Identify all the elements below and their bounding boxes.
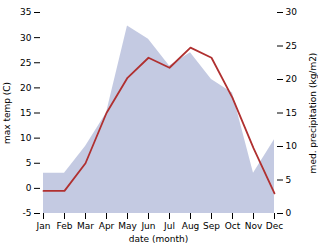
svg-text:Dec: Dec [266,221,283,231]
svg-text:Oct: Oct [225,221,241,231]
svg-text:10: 10 [20,133,32,143]
svg-text:0: 0 [286,208,292,218]
svg-text:max temp (C): max temp (C) [2,82,12,144]
svg-text:0: 0 [26,183,32,193]
svg-text:30: 30 [20,33,32,43]
svg-text:20: 20 [20,83,32,93]
svg-text:15: 15 [20,108,31,118]
svg-text:Sep: Sep [203,221,220,231]
svg-text:med. precipitation (kg/m2): med. precipitation (kg/m2) [308,53,318,174]
svg-text:30: 30 [286,7,298,17]
svg-text:Mar: Mar [77,221,94,231]
svg-text:Jul: Jul [163,221,175,231]
svg-text:Apr: Apr [99,221,115,231]
svg-text:25: 25 [286,41,297,51]
svg-text:Jun: Jun [140,221,155,231]
svg-text:Jan: Jan [36,221,51,231]
svg-text:5: 5 [26,158,32,168]
svg-text:20: 20 [286,74,298,84]
svg-text:Aug: Aug [182,221,200,231]
svg-text:10: 10 [286,141,298,151]
svg-text:25: 25 [20,58,31,68]
svg-text:-5: -5 [23,208,32,218]
svg-text:date (month): date (month) [129,234,188,244]
svg-text:Nov: Nov [245,221,263,231]
svg-text:5: 5 [286,175,292,185]
svg-text:35: 35 [20,7,31,17]
svg-text:15: 15 [286,108,297,118]
svg-text:Feb: Feb [57,221,73,231]
svg-text:May: May [118,221,137,231]
